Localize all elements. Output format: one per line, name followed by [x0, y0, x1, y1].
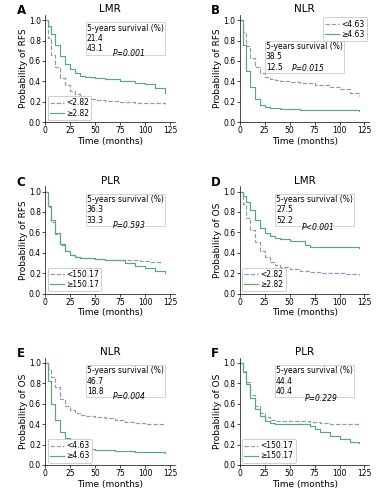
Legend: <2.82, ≥2.82: <2.82, ≥2.82: [48, 96, 91, 120]
Title: LMR: LMR: [294, 176, 316, 186]
Y-axis label: Probability of OS: Probability of OS: [213, 374, 222, 449]
Y-axis label: Probability of RFS: Probability of RFS: [213, 29, 222, 108]
Text: 5-years survival (%)
27.5
52.2: 5-years survival (%) 27.5 52.2: [276, 195, 353, 225]
Text: C: C: [17, 176, 26, 188]
Text: E: E: [17, 347, 25, 360]
Title: NLR: NLR: [294, 4, 315, 14]
X-axis label: Time (months): Time (months): [77, 308, 143, 317]
Text: B: B: [211, 4, 220, 18]
Legend: <4.63, ≥4.63: <4.63, ≥4.63: [48, 439, 92, 462]
X-axis label: Time (months): Time (months): [271, 480, 338, 488]
Legend: <150.17, ≥150.17: <150.17, ≥150.17: [242, 439, 296, 462]
Text: D: D: [211, 176, 221, 188]
Y-axis label: Probability of RFS: Probability of RFS: [18, 29, 28, 108]
Title: PLR: PLR: [295, 347, 314, 357]
Text: P=0.001: P=0.001: [113, 50, 146, 58]
X-axis label: Time (months): Time (months): [271, 136, 338, 145]
Text: F: F: [211, 347, 219, 360]
Text: 5-years survival (%)
44.4
40.4: 5-years survival (%) 44.4 40.4: [276, 366, 353, 396]
Y-axis label: Probability of OS: Probability of OS: [18, 374, 28, 449]
Title: NLR: NLR: [100, 347, 120, 357]
Text: 5-years survival (%)
36.3
33.3: 5-years survival (%) 36.3 33.3: [87, 195, 164, 225]
Legend: <2.82, ≥2.82: <2.82, ≥2.82: [242, 268, 286, 291]
Y-axis label: Probability of RFS: Probability of RFS: [18, 200, 28, 280]
Text: P=0.229: P=0.229: [305, 394, 337, 404]
Text: 5-years survival (%)
21.4
43.1: 5-years survival (%) 21.4 43.1: [87, 24, 164, 54]
Text: A: A: [17, 4, 26, 18]
X-axis label: Time (months): Time (months): [271, 308, 338, 317]
Legend: <150.17, ≥150.17: <150.17, ≥150.17: [48, 268, 101, 291]
Text: P=0.015: P=0.015: [292, 64, 325, 74]
Text: 5-years survival (%)
46.7
18.8: 5-years survival (%) 46.7 18.8: [87, 366, 164, 396]
Legend: <4.63, ≥4.63: <4.63, ≥4.63: [323, 18, 367, 41]
Y-axis label: Probability of OS: Probability of OS: [213, 202, 222, 278]
Title: PLR: PLR: [101, 176, 120, 186]
Text: 5-years survival (%)
38.5
12.5: 5-years survival (%) 38.5 12.5: [266, 42, 343, 72]
Text: P=0.593: P=0.593: [113, 220, 146, 230]
Title: LMR: LMR: [99, 4, 121, 14]
Text: P=0.004: P=0.004: [113, 392, 146, 401]
X-axis label: Time (months): Time (months): [77, 480, 143, 488]
Text: P<0.001: P<0.001: [302, 223, 335, 232]
X-axis label: Time (months): Time (months): [77, 136, 143, 145]
